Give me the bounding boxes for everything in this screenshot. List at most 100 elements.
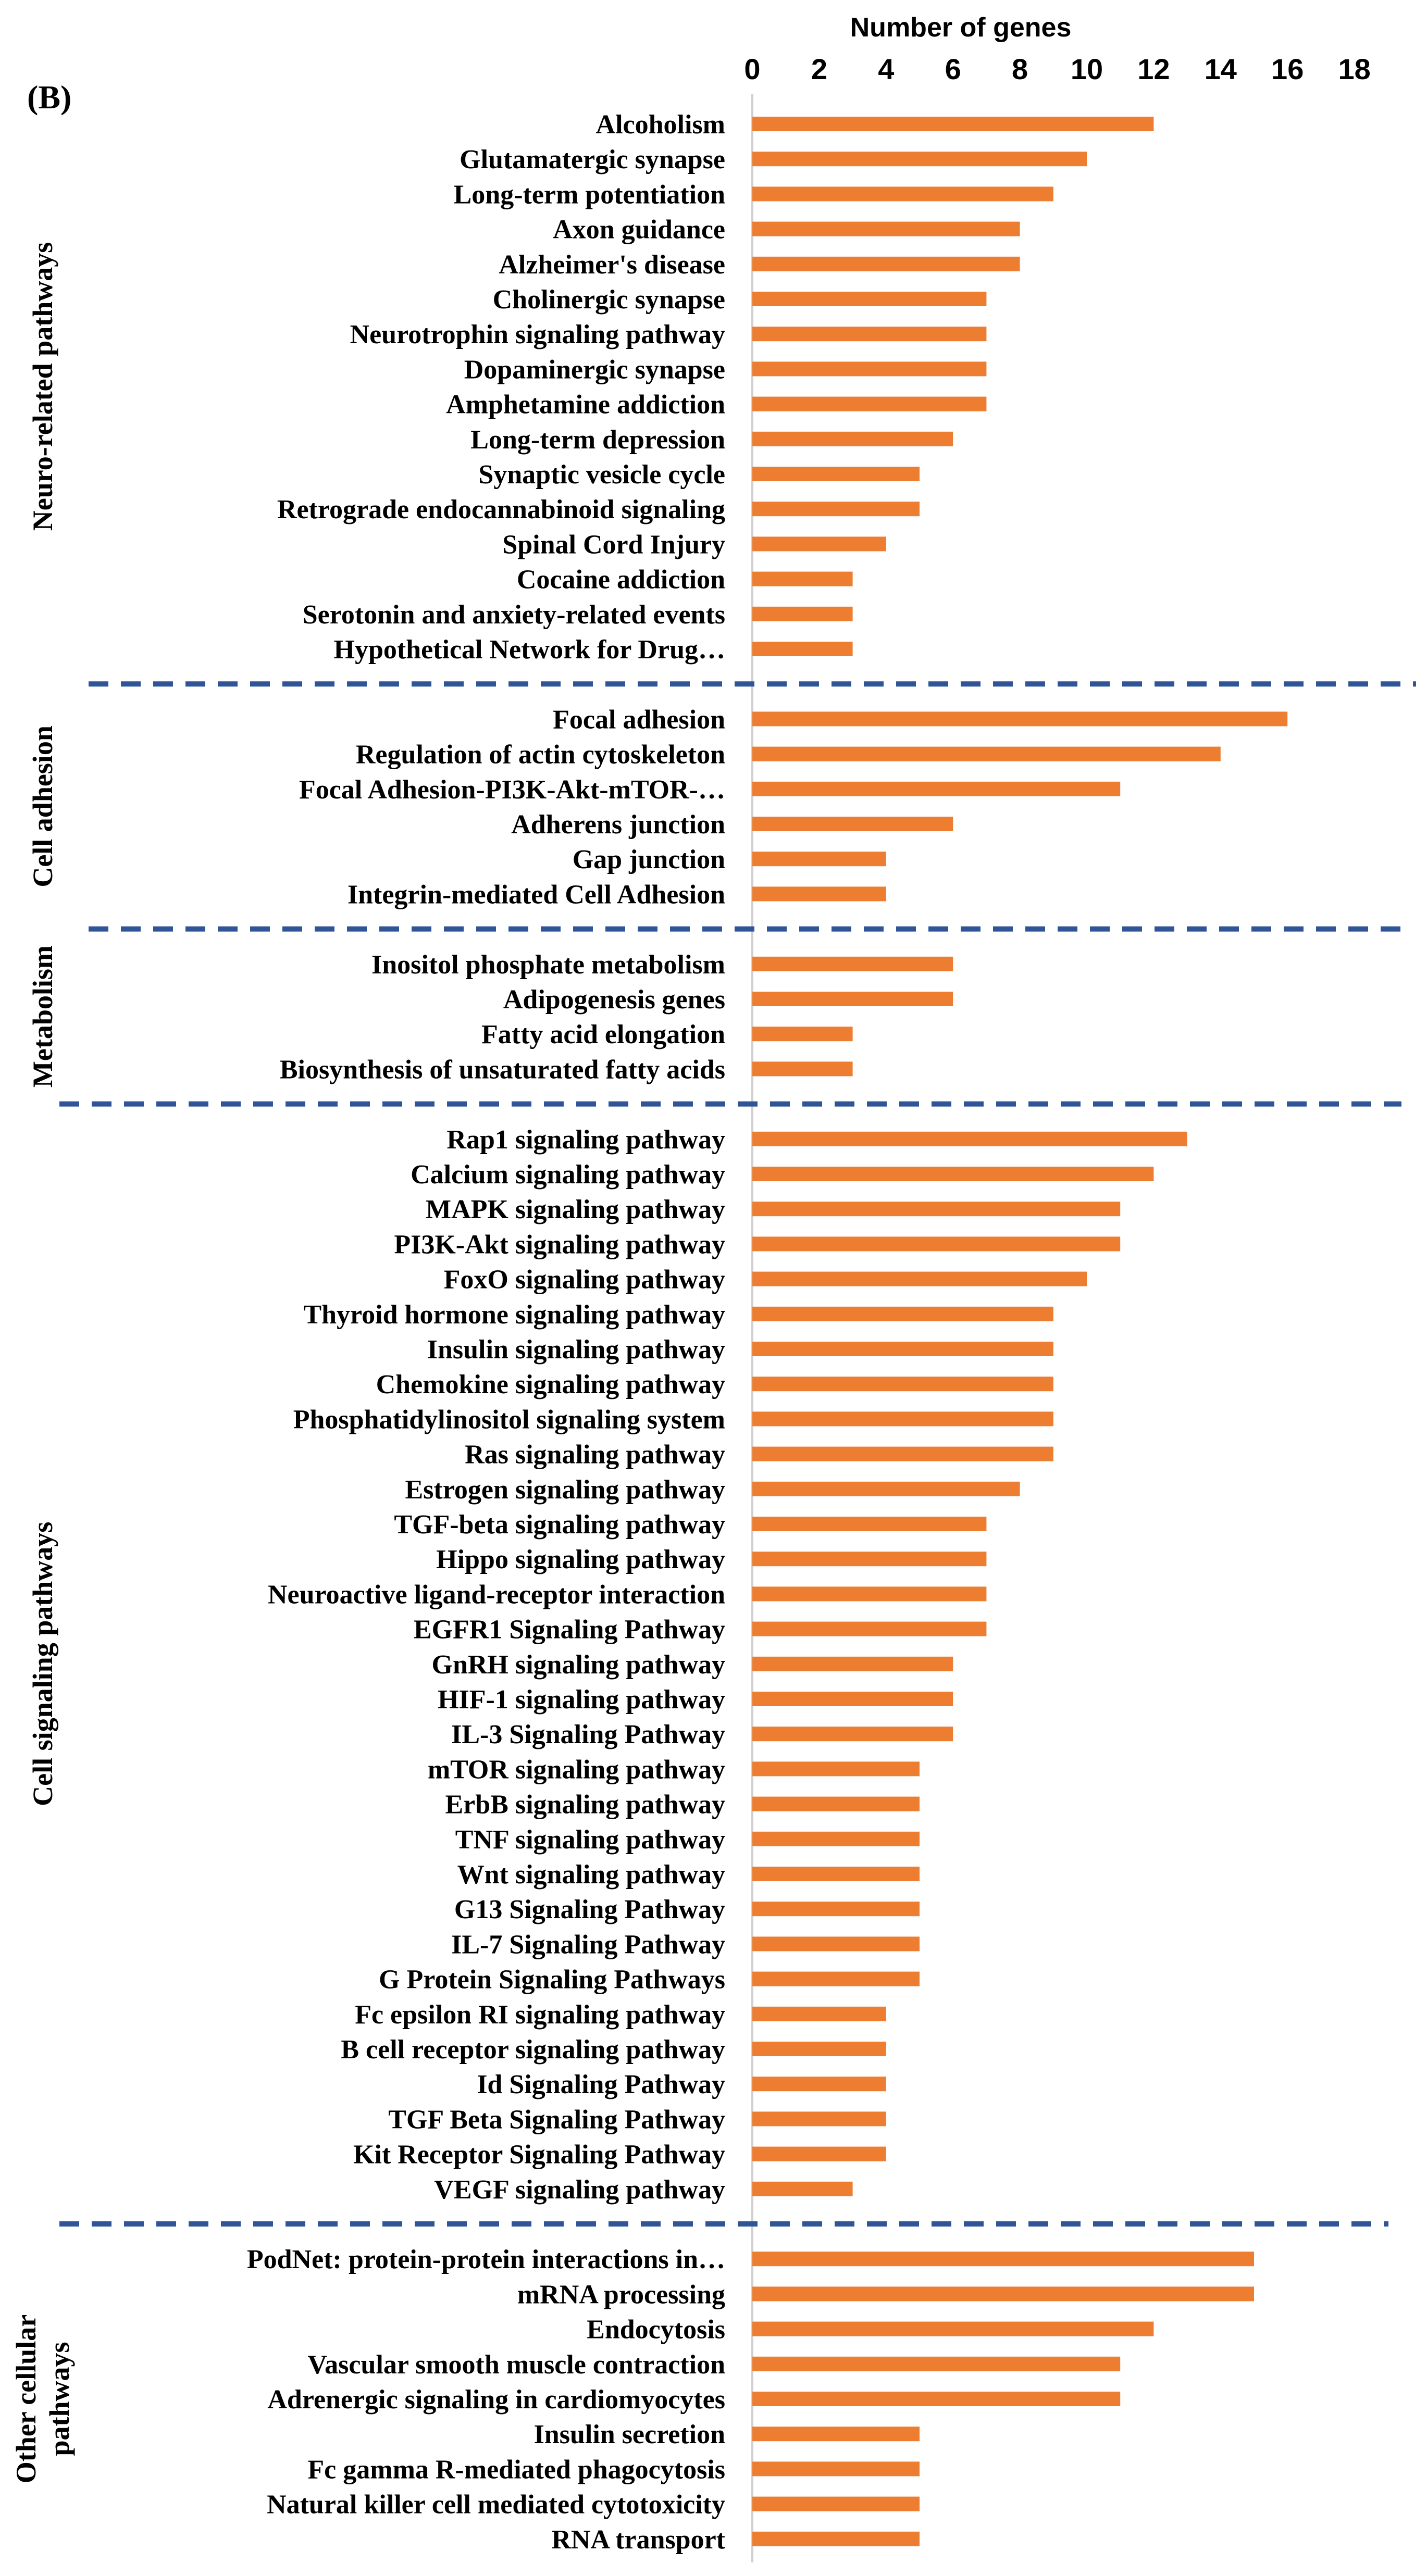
category-label: Axon guidance [553, 215, 725, 245]
category-label: Dopaminergic synapse [464, 355, 725, 384]
bar [752, 292, 987, 306]
bar [752, 1517, 987, 1531]
category-label: Adipogenesis genes [503, 985, 725, 1015]
bar [752, 2042, 886, 2056]
bar [752, 1202, 1121, 1217]
bar [752, 1377, 1053, 1392]
category-label: Insulin signaling pathway [427, 1335, 725, 1365]
category-label: Regulation of actin cytoskeleton [356, 740, 725, 770]
category-label: Wnt signaling pathway [457, 1860, 725, 1890]
bar [752, 2077, 886, 2092]
category-label: Serotonin and anxiety-related events [303, 600, 725, 630]
bar [752, 746, 1221, 761]
category-label: Fc epsilon RI signaling pathway [355, 2000, 725, 2030]
category-label: TGF Beta Signaling Pathway [388, 2105, 725, 2134]
bar [752, 117, 1154, 131]
group-labels: Neuro-related pathways Cell adhesion Metab… [10, 242, 75, 2483]
bar [752, 1727, 953, 1742]
bar [752, 1936, 920, 1952]
category-label: Integrin-mediated Cell Adhesion [348, 880, 725, 909]
bar [752, 2146, 886, 2161]
bar [752, 1656, 953, 1671]
category-label: Chemokine signaling pathway [376, 1370, 725, 1399]
bar [752, 817, 953, 831]
category-label: Long-term potentiation [454, 180, 725, 209]
bar [752, 536, 886, 552]
x-tick-label: 18 [1338, 53, 1370, 85]
bar [752, 852, 886, 867]
group-separators [59, 681, 1416, 2227]
category-label: G Protein Signaling Pathways [379, 1965, 725, 1995]
bars [752, 117, 1288, 2546]
bar [752, 2531, 920, 2546]
category-label: Glutamatergic synapse [460, 145, 725, 174]
bar [752, 711, 1288, 727]
x-tick-label: 2 [811, 53, 827, 85]
x-tick-label: 6 [945, 53, 961, 85]
bar [752, 2286, 1254, 2302]
category-label: Cholinergic synapse [493, 285, 725, 315]
category-label: RNA transport [551, 2525, 725, 2555]
category-label: Cocaine addiction [517, 565, 725, 595]
group-label: pathways [44, 2342, 75, 2456]
category-label: Alcoholism [596, 110, 725, 140]
bar [752, 1552, 987, 1567]
bar [752, 1902, 920, 1917]
bar [752, 1796, 920, 1811]
x-axis-title: Number of genes [850, 12, 1072, 43]
bar [752, 886, 886, 902]
group-label: Cell adhesion [27, 726, 58, 887]
bar [752, 1446, 1053, 1461]
bar [752, 642, 853, 656]
bar [752, 2252, 1254, 2267]
category-label: Kit Receptor Signaling Pathway [353, 2140, 725, 2170]
x-tick-label: 4 [878, 53, 894, 85]
category-label: mTOR signaling pathway [428, 1755, 725, 1784]
category-label: EGFR1 Signaling Pathway [414, 1615, 725, 1645]
bar [752, 1831, 920, 1846]
bar [752, 2181, 853, 2196]
group-label: Neuro-related pathways [27, 242, 58, 531]
bar [752, 1306, 1053, 1321]
bar [752, 2111, 886, 2127]
category-label: PI3K-Akt signaling pathway [394, 1230, 725, 1259]
category-label: Calcium signaling pathway [411, 1160, 725, 1190]
x-tick-label: 16 [1271, 53, 1304, 85]
bar [752, 956, 953, 971]
category-label: ErbB signaling pathway [445, 1790, 726, 1820]
x-tick-label: 10 [1071, 53, 1103, 85]
bar [752, 1131, 1187, 1146]
bar [752, 467, 920, 481]
bar [752, 256, 1020, 271]
category-label: Thyroid hormone signaling pathway [303, 1300, 725, 1330]
bar [752, 152, 1087, 167]
category-label: Retrograde endocannabinoid signaling [277, 495, 725, 524]
bar [752, 2006, 886, 2021]
category-label: Adherens junction [511, 810, 725, 840]
category-label: IL-7 Signaling Pathway [451, 1930, 725, 1959]
bar [752, 1167, 1154, 1181]
bar [752, 221, 1020, 236]
bar [752, 1481, 1020, 1496]
category-label: Hypothetical Network for Drug… [334, 635, 726, 665]
bar [752, 2461, 920, 2477]
category-label: Spinal Cord Injury [502, 530, 725, 559]
bar [752, 781, 1121, 796]
category-label: MAPK signaling pathway [426, 1195, 725, 1224]
bar [752, 2321, 1154, 2336]
category-label: B cell receptor signaling pathway [341, 2035, 725, 2065]
group-label: Metabolism [27, 945, 58, 1087]
category-label: Endocytosis [587, 2315, 725, 2345]
category-label: GnRH signaling pathway [432, 1650, 726, 1680]
category-label: HIF-1 signaling pathway [438, 1685, 725, 1715]
bar [752, 1867, 920, 1881]
bar [752, 361, 987, 377]
bar [752, 1586, 987, 1602]
bar [752, 396, 987, 411]
category-label: mRNA processing [517, 2280, 725, 2309]
category-label: Neuroactive ligand-receptor interaction [268, 1580, 725, 1609]
category-label: Rap1 signaling pathway [446, 1125, 725, 1155]
x-tick-label: 8 [1012, 53, 1028, 85]
bar [752, 1971, 920, 1986]
